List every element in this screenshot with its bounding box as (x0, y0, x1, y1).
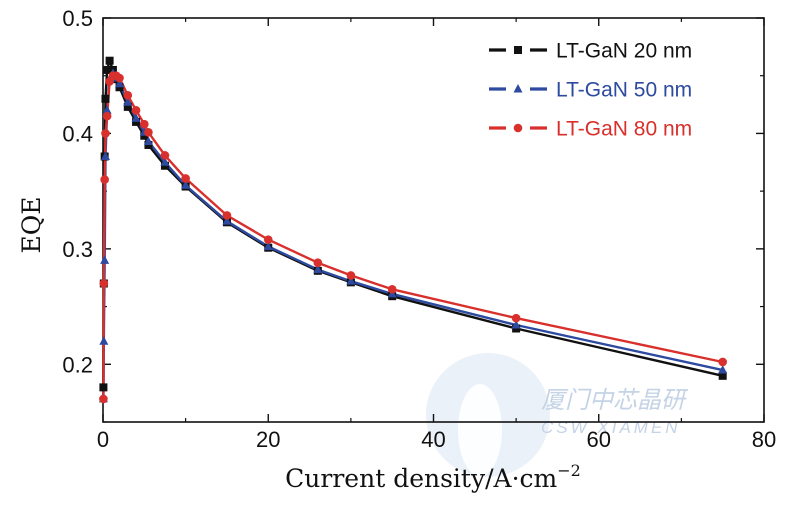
y-tick-label: 0.2 (62, 352, 93, 377)
data-point (160, 157, 170, 166)
series-line-2 (102, 74, 723, 399)
data-point (123, 91, 133, 100)
data-point (99, 383, 108, 392)
data-point (102, 111, 112, 121)
data-point (511, 320, 521, 329)
data-point (718, 365, 728, 374)
data-point (263, 241, 273, 251)
data-point (346, 271, 356, 280)
data-point (131, 113, 141, 122)
legend: LT-GaN 20 nm LT-GaN 50 nm LT-GaN 80 nm (489, 40, 692, 141)
x-tick-label: 40 (421, 427, 445, 452)
data-point (99, 394, 108, 404)
data-point (181, 180, 191, 189)
data-point (101, 129, 110, 138)
x-axis-title: Current density/A·cm−2 (285, 461, 581, 493)
y-tick-label: 0.4 (62, 121, 93, 146)
data-point (100, 255, 110, 264)
x-tick-label: 0 (97, 427, 109, 452)
data-point (313, 258, 323, 268)
data-point (263, 235, 273, 244)
y-tick-label: 0.3 (62, 237, 93, 262)
data-point (99, 279, 109, 288)
data-point (105, 56, 114, 65)
x-tick-label: 80 (752, 427, 776, 452)
legend-marker (513, 84, 523, 93)
data-point (115, 78, 125, 88)
data-point (123, 102, 132, 111)
series-lines (102, 59, 723, 399)
data-point (123, 97, 133, 106)
series-line-0 (102, 59, 723, 388)
data-point (115, 73, 124, 83)
data-point (131, 106, 141, 115)
data-point (100, 175, 109, 184)
data-point (511, 313, 521, 323)
data-point (160, 151, 170, 160)
y-tick-label: 0.5 (62, 6, 93, 31)
legend-marker (514, 46, 522, 54)
data-point (222, 211, 232, 220)
data-point (222, 216, 232, 225)
legend-label: LT-GaN 50 nm (556, 79, 692, 102)
data-point (718, 357, 727, 367)
data-point (313, 264, 323, 274)
data-point (103, 65, 112, 74)
data-point (144, 127, 153, 137)
legend-label: LT-GaN 80 nm (556, 118, 692, 141)
axis-tick-labels: 0 20 40 60 80 0.2 0.3 0.4 0.5 (62, 6, 776, 452)
watermark: 厦门中芯晶研 CSW XIAMEN (426, 353, 689, 477)
data-point (346, 276, 356, 285)
x-axis-title-main: Current density/A·cm (285, 464, 557, 493)
data-point (100, 151, 110, 161)
data-point (143, 136, 153, 146)
data-point (99, 336, 109, 345)
data-point (718, 371, 727, 380)
legend-marker (513, 123, 523, 133)
x-tick-label: 60 (587, 427, 611, 452)
legend-label: LT-GaN 20 nm (556, 40, 692, 63)
watermark-chinese-text: 厦门中芯晶研 (541, 386, 689, 414)
data-point (387, 284, 397, 294)
data-point (140, 119, 149, 129)
data-point (102, 105, 112, 114)
x-tick-label: 20 (256, 427, 280, 452)
series-markers (98, 56, 728, 404)
data-point (101, 94, 110, 103)
y-axis-title: EQE (17, 197, 46, 254)
data-point (181, 174, 190, 183)
x-axis-title-superscript: −2 (557, 461, 581, 480)
